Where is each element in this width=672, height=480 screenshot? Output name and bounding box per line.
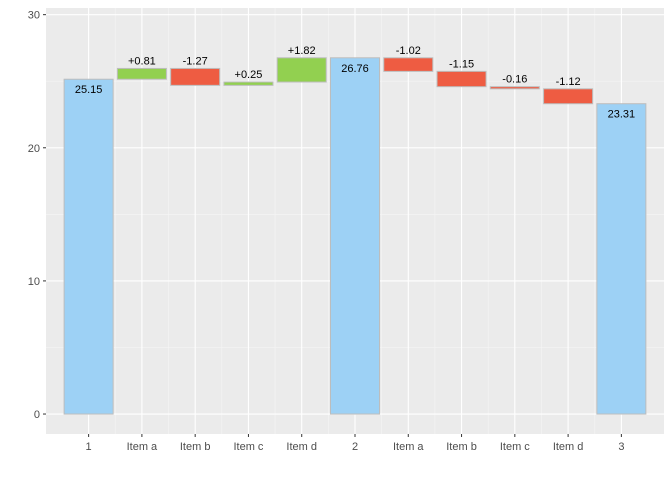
x-tick-label: Item b	[180, 441, 211, 453]
y-tick-label: 20	[28, 143, 40, 155]
x-tick-label: Item d	[286, 441, 317, 453]
decrease-bar	[383, 57, 434, 72]
x-tick-label: Item b	[446, 441, 477, 453]
x-tick-label: Item c	[233, 441, 263, 453]
data-labels: 25.15 +0.81 -1.27 +0.25 +1.82 26.76 -1.02 -1.15…	[75, 45, 635, 121]
y-axis: 0 10 20 30	[28, 10, 46, 421]
bar-value-label: -1.27	[183, 55, 208, 67]
x-tick-label: Item a	[393, 441, 424, 453]
y-tick-label: 10	[28, 276, 40, 288]
bar-value-label: +0.81	[128, 55, 156, 67]
increase-bar	[276, 57, 327, 83]
x-tick-label: 2	[352, 441, 358, 453]
decrease-bar	[543, 88, 594, 105]
total-bar	[329, 57, 381, 415]
y-tick-label: 0	[34, 409, 40, 421]
x-tick-label: Item a	[127, 441, 158, 453]
x-axis: 1 Item a Item b Item c Item d 2 Item a Item b It…	[86, 434, 624, 453]
bar-value-label: +1.82	[288, 45, 316, 57]
total-bar	[596, 103, 647, 415]
x-tick-label: 3	[618, 441, 624, 453]
bar-value-label: -1.12	[556, 76, 581, 88]
bar-value-label: -0.16	[502, 74, 527, 86]
bar-value-label: 26.76	[341, 63, 369, 75]
bar-value-label: 23.31	[608, 109, 636, 121]
decrease-bar	[489, 86, 540, 90]
bar-value-label: -1.02	[396, 45, 421, 57]
x-tick-label: Item d	[553, 441, 584, 453]
x-tick-label: Item c	[500, 441, 530, 453]
bars	[63, 57, 647, 415]
y-tick-label: 30	[28, 10, 40, 22]
increase-bar	[116, 67, 167, 80]
total-bar	[63, 78, 114, 415]
bar-value-label: 25.15	[75, 84, 103, 96]
decrease-bar	[170, 67, 221, 86]
bar-value-label: +0.25	[235, 69, 263, 81]
decrease-bar	[436, 70, 487, 88]
x-tick-label: 1	[86, 441, 92, 453]
bar-value-label: -1.15	[449, 58, 474, 70]
increase-bar	[223, 81, 274, 86]
